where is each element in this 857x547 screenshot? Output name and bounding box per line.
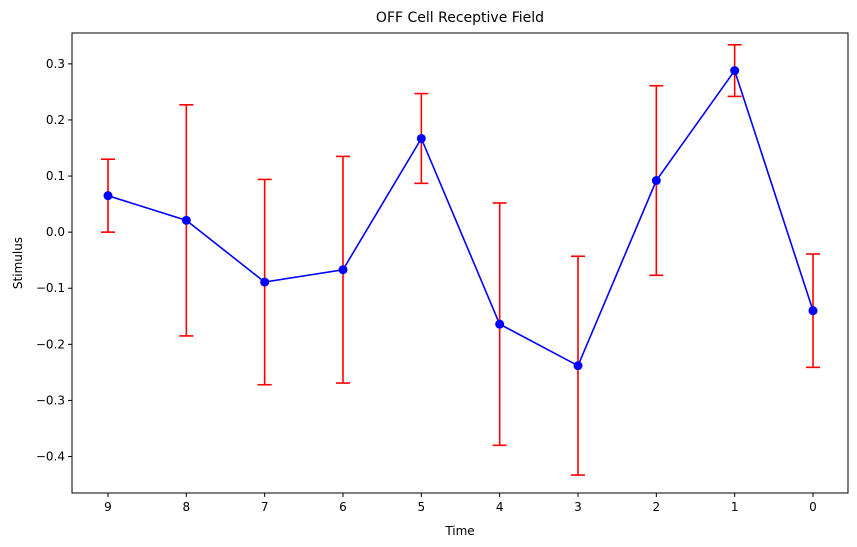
data-point [495, 319, 505, 329]
data-point [808, 306, 818, 316]
y-tick-label: 0.0 [46, 225, 65, 239]
ticks-layer: 9 8 7 6 5 4 3 2 1 0 0.3 0.2 0.1 0.0 −0.1 −0.2 −0.3 −0.4 [36, 57, 817, 514]
x-tick-label: 6 [339, 500, 347, 514]
x-tick-label: 1 [731, 500, 739, 514]
y-tick-label: −0.3 [36, 393, 65, 407]
data-point [573, 361, 583, 371]
x-tick-label: 3 [574, 500, 582, 514]
y-tick-label: 0.2 [46, 113, 65, 127]
data-point [181, 215, 191, 225]
y-tick-label: −0.2 [36, 337, 65, 351]
x-tick-label: 9 [104, 500, 112, 514]
y-axis-title: Stimulus [11, 237, 25, 289]
x-tick-label: 5 [418, 500, 426, 514]
x-tick-label: 7 [261, 500, 269, 514]
x-tick-label: 2 [653, 500, 661, 514]
data-point [260, 277, 270, 287]
series-line [107, 68, 814, 367]
x-axis-title: Time [444, 524, 474, 538]
data-point [651, 176, 661, 186]
data-point [730, 66, 740, 76]
data-point [416, 133, 426, 143]
x-tick-label: 4 [496, 500, 504, 514]
plot-frame [71, 32, 849, 494]
y-tick-label: −0.1 [36, 281, 65, 295]
y-tick-label: 0.1 [46, 169, 65, 183]
plot-layer [101, 43, 820, 476]
y-tick-label: −0.4 [36, 450, 65, 464]
x-tick-label: 8 [183, 500, 191, 514]
data-point [338, 265, 348, 275]
y-tick-label: 0.3 [46, 57, 65, 71]
data-point [103, 191, 113, 201]
x-tick-label: 0 [809, 500, 817, 514]
chart-title: OFF Cell Receptive Field [376, 10, 544, 26]
